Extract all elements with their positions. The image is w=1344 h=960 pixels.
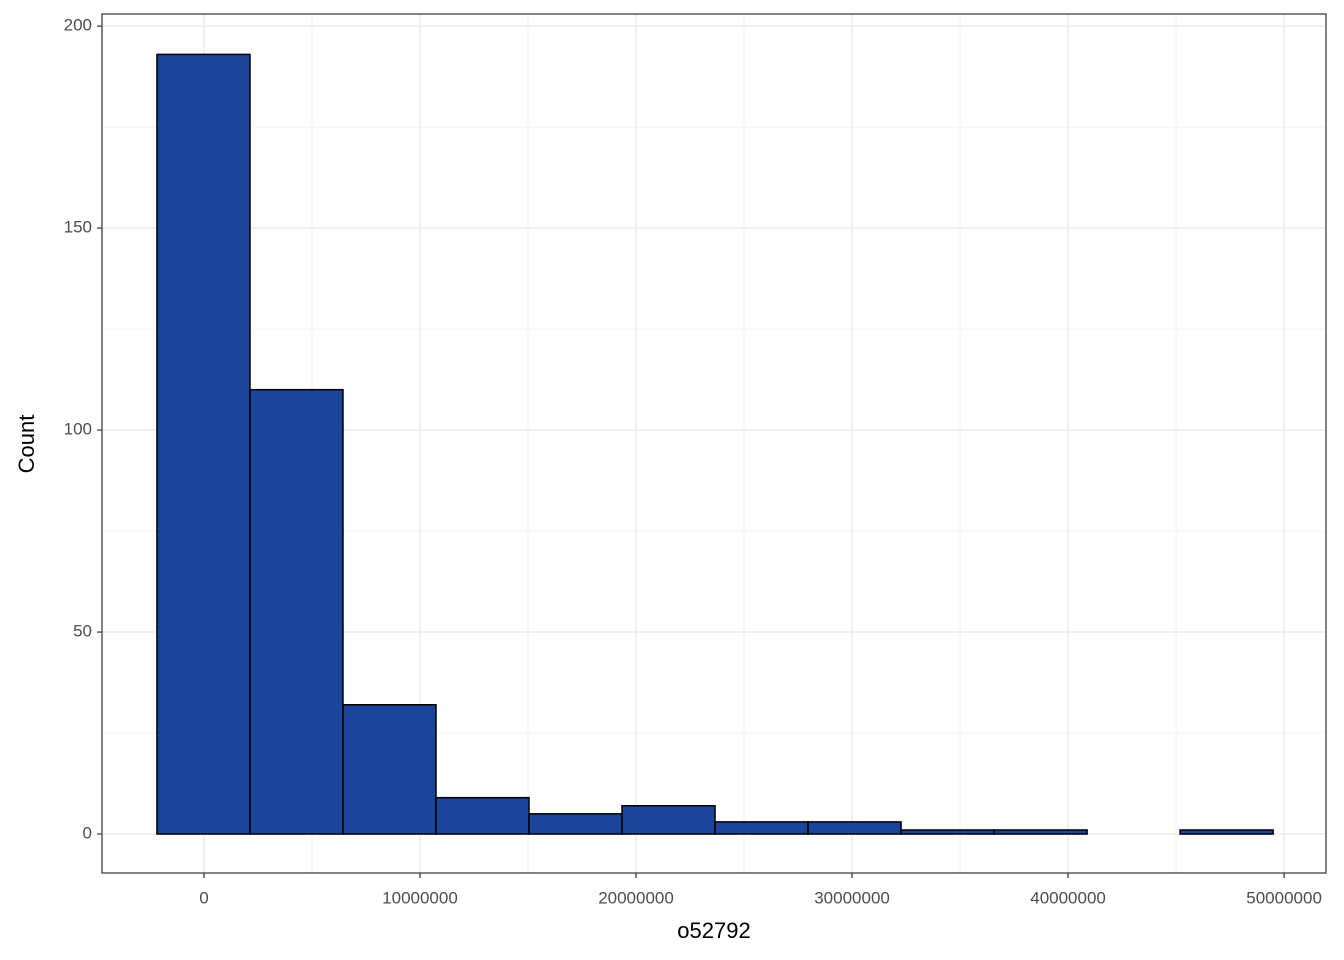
bar — [156, 53, 251, 835]
bar — [621, 804, 716, 835]
bar — [249, 388, 344, 835]
x-axis-title: o52792 — [677, 918, 750, 943]
x-tick-label: 30000000 — [814, 888, 890, 907]
x-tick-label: 0 — [199, 888, 208, 907]
bar — [1179, 829, 1274, 835]
bar — [528, 813, 623, 835]
x-tick-label: 20000000 — [598, 888, 674, 907]
y-tick-label: 0 — [83, 824, 92, 843]
y-tick-label: 150 — [64, 218, 92, 237]
x-tick-label: 10000000 — [382, 888, 458, 907]
y-tick-label: 100 — [64, 420, 92, 439]
y-tick-label: 50 — [73, 622, 92, 641]
bar — [807, 821, 902, 835]
y-axis-title: Count — [14, 415, 39, 474]
bar — [714, 821, 809, 835]
bar — [342, 704, 437, 835]
x-tick-label: 40000000 — [1030, 888, 1106, 907]
bar — [993, 829, 1088, 835]
panel-border — [101, 13, 1327, 874]
x-tick-label: 50000000 — [1246, 888, 1322, 907]
bar — [900, 829, 995, 835]
y-tick-label: 200 — [64, 16, 92, 35]
bar — [435, 796, 530, 835]
